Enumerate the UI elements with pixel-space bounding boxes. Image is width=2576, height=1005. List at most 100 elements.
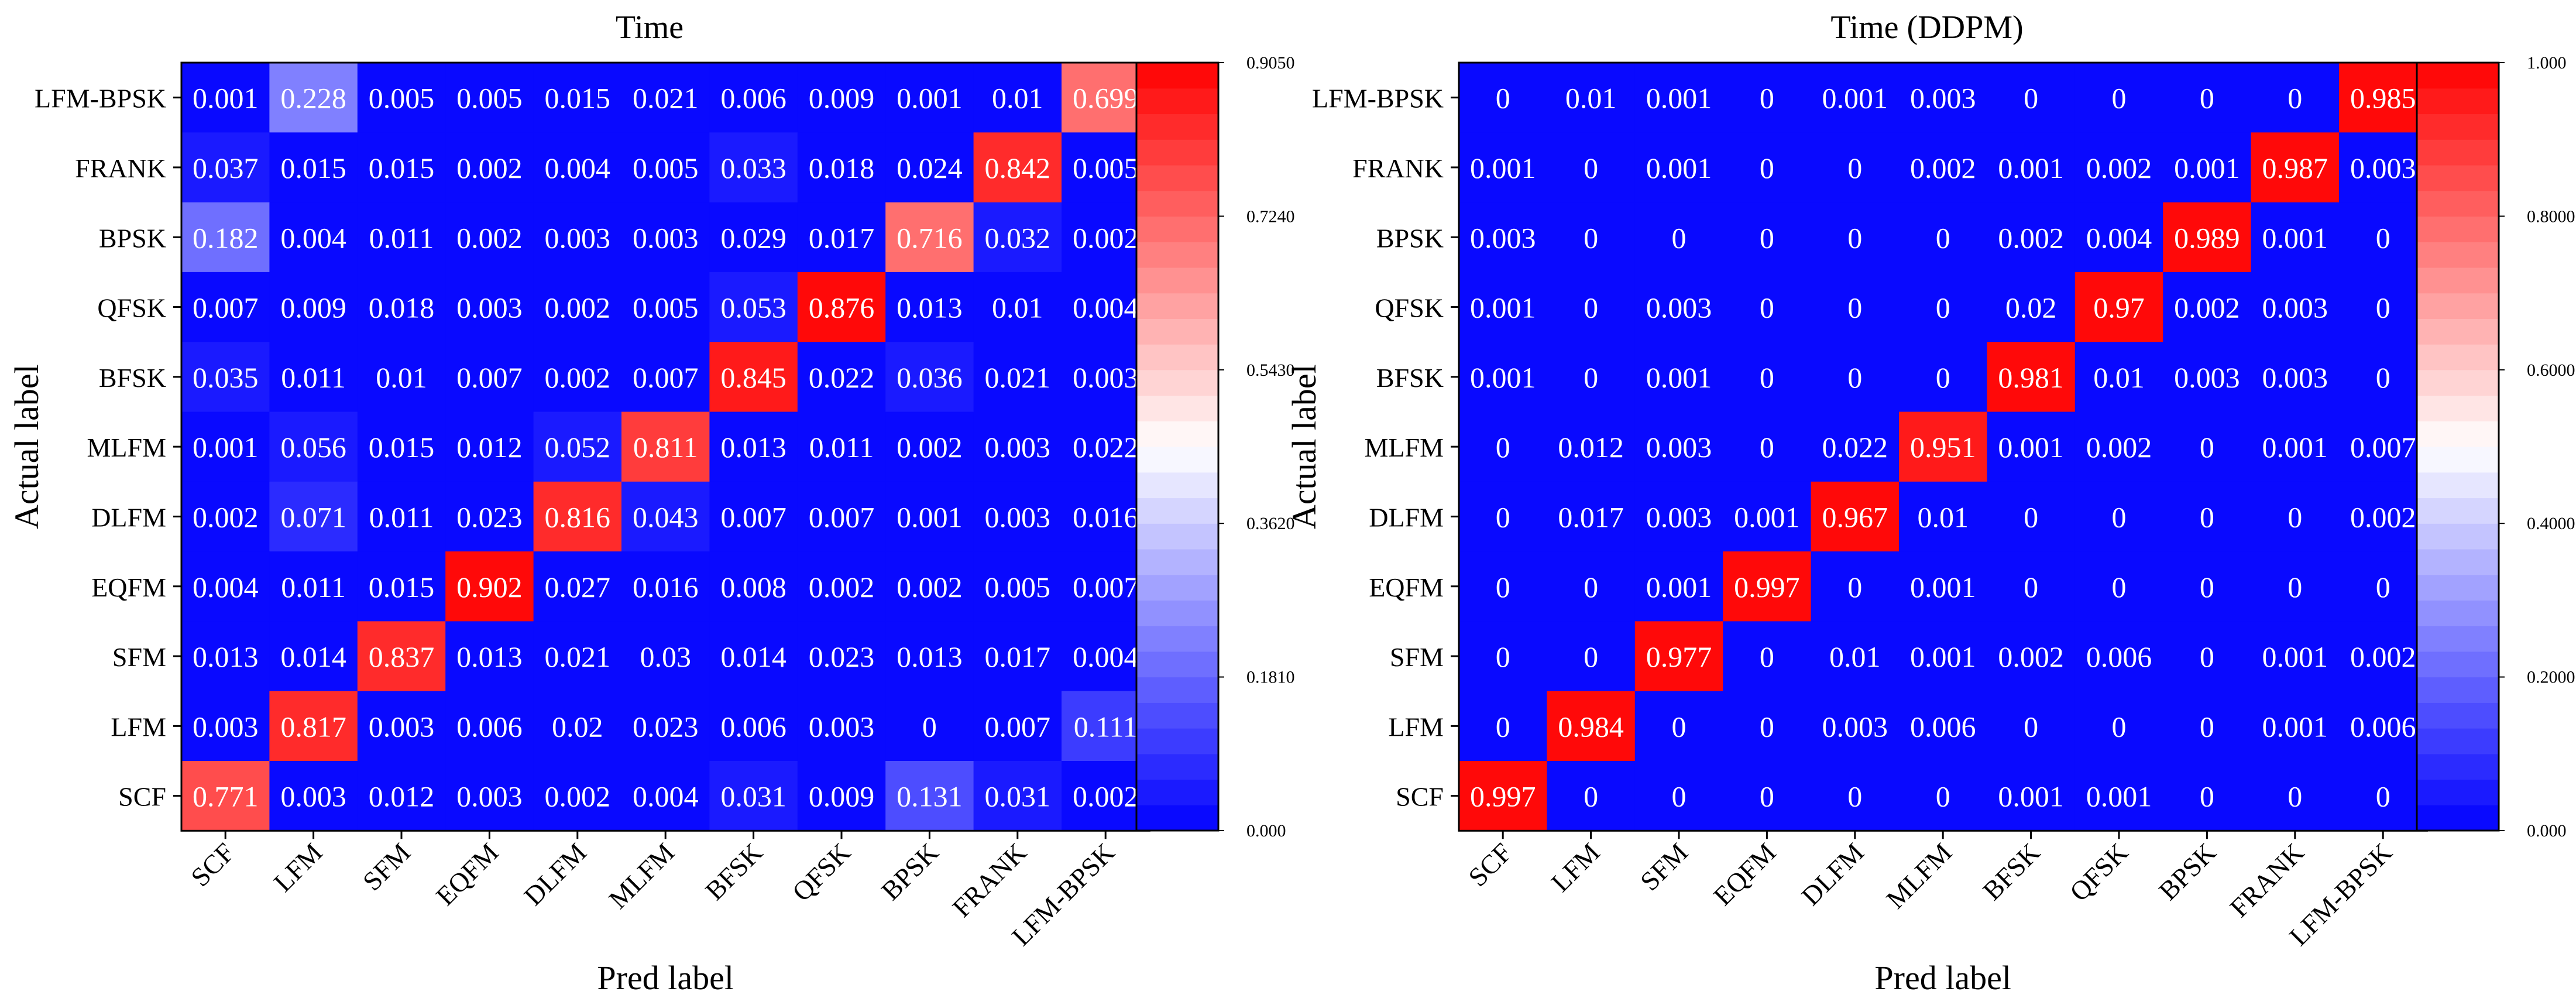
cell-value-label: 0.035: [193, 361, 259, 394]
cell-value-label: 0.01: [2093, 361, 2145, 394]
heatmap-cell: [533, 63, 622, 133]
cell-value-label: 0.837: [369, 640, 435, 673]
heatmap-cell: [885, 551, 974, 622]
cell-value-label: 0: [1496, 710, 1510, 743]
cell-value-label: 0.013: [720, 431, 786, 464]
heatmap-cell: [269, 621, 358, 692]
heatmap-cell: [797, 621, 886, 692]
heatmap-cell: [797, 342, 886, 413]
cell-value-label: 0.01: [992, 291, 1043, 324]
cell-value-label: 0: [2112, 571, 2127, 603]
heatmap-cell: [269, 761, 358, 831]
heatmap-cell: [445, 202, 534, 273]
colorbar-step: [1136, 216, 1218, 242]
cell-value-label: 0.005: [633, 291, 699, 324]
heatmap-cell: [1899, 63, 1987, 133]
heatmap-cell: [1547, 481, 1636, 552]
heatmap-cell: [181, 63, 270, 133]
heatmap-cell: [973, 621, 1062, 692]
heatmap-cell: [1723, 272, 1812, 342]
heatmap-cell: [1987, 272, 2076, 342]
heatmap-cell: [181, 411, 270, 482]
y-tick-label: BPSK: [99, 223, 166, 253]
y-tick-label: LFM-BPSK: [1312, 84, 1444, 114]
heatmap-cell: [1811, 202, 1900, 273]
cell-value-label: 0.006: [720, 710, 786, 743]
cell-value-label: 0.003: [545, 221, 611, 254]
colorbar-tick-label: 0.000: [1246, 821, 1286, 841]
heatmap-cell: [181, 551, 270, 622]
colorbar-step: [2417, 600, 2499, 626]
colorbar-step: [1136, 702, 1218, 729]
heatmap-cell: [1459, 761, 1547, 831]
colorbar-tick-label: 0.5430: [1246, 361, 1295, 380]
heatmap-cell: [2163, 411, 2252, 482]
heatmap-cell: [269, 342, 358, 413]
heatmap-cell: [533, 411, 622, 482]
colorbar-step: [1136, 447, 1218, 473]
cell-value-label: 0.977: [1646, 640, 1712, 673]
colorbar-frame: [2416, 61, 2500, 832]
heatmap-cell: [1899, 132, 1987, 203]
cell-value-label: 0: [1672, 710, 1687, 743]
cell-value-label: 0.001: [2262, 221, 2328, 254]
heatmap-cell: [1459, 411, 1547, 482]
cell-value-label: 0.021: [545, 640, 611, 673]
x-tick-label: BFSK: [1977, 837, 2045, 905]
colorbar-step: [2417, 216, 2499, 242]
heatmap-cell: [2163, 551, 2252, 622]
cell-value-label: 0: [2200, 710, 2214, 743]
colorbar-step: [2417, 548, 2499, 575]
y-tick-label: SCF: [118, 782, 166, 812]
heatmap-cell: [1987, 621, 2076, 692]
heatmap-cell: [357, 481, 446, 552]
cell-value-label: 0.816: [545, 500, 611, 533]
heatmap-cell: [621, 551, 710, 622]
cell-value-label: 0.071: [280, 500, 346, 533]
cell-value-label: 0: [1847, 291, 1862, 324]
heatmap-cell: [1062, 621, 1150, 692]
heatmap-cell: [621, 272, 710, 342]
y-tick-label: FRANK: [1352, 153, 1444, 183]
x-tick-label: QFSK: [2064, 837, 2134, 907]
heatmap-cell: [709, 411, 798, 482]
cell-value-label: 0.003: [1822, 710, 1888, 743]
cell-value-label: 0: [1584, 291, 1598, 324]
heatmap-cell: [1811, 761, 1900, 831]
cell-value-label: 0.013: [897, 640, 963, 673]
colorbar-step: [1136, 600, 1218, 626]
heatmap-cell: [1987, 202, 2076, 273]
cell-value-label: 0: [2200, 82, 2214, 115]
cell-value-label: 0.002: [2086, 152, 2152, 184]
cell-value-label: 0.022: [1073, 431, 1139, 464]
cell-value-label: 0.111: [1074, 710, 1138, 743]
heatmap-cell: [445, 691, 534, 762]
heatmap-cell: [1723, 202, 1812, 273]
cell-value-label: 0: [1847, 361, 1862, 394]
heatmap-cell: [1634, 551, 1723, 622]
heatmap-cell: [621, 202, 710, 273]
heatmap-cell: [2251, 691, 2340, 762]
cell-value-label: 0.003: [369, 710, 435, 743]
heatmap-cell: [2163, 63, 2252, 133]
heatmap-cell: [357, 342, 446, 413]
cell-value-label: 0: [2112, 82, 2127, 115]
heatmap-cell: [2074, 272, 2163, 342]
heatmap-cell: [797, 551, 886, 622]
cell-value-label: 0.006: [720, 82, 786, 115]
cell-value-label: 0.001: [2086, 780, 2152, 813]
cell-value-label: 0.228: [280, 82, 346, 115]
x-tick-label: LFM: [268, 837, 328, 897]
cell-value-label: 0.811: [633, 431, 698, 464]
cell-value-label: 0: [1760, 82, 1774, 115]
heatmap-cell: [2339, 132, 2427, 203]
cell-value-label: 0.997: [1470, 780, 1536, 813]
x-tick-label: EQFM: [430, 837, 504, 911]
cell-value-label: 0.002: [456, 152, 523, 184]
x-tick-label: MLFM: [1880, 837, 1957, 914]
cell-value-label: 0.006: [2086, 640, 2152, 673]
cell-value-label: 0.01: [1917, 500, 1969, 533]
cell-value-label: 0.031: [720, 780, 786, 813]
cell-value-label: 0.003: [985, 500, 1051, 533]
cell-value-label: 0.052: [545, 431, 611, 464]
